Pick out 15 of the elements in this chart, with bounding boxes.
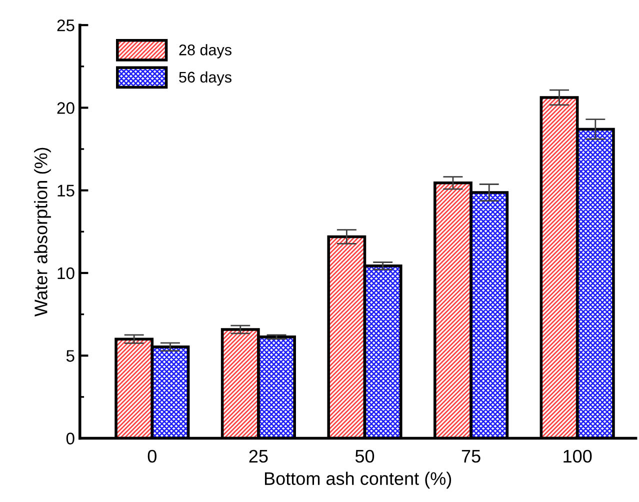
y-tick-label: 10 — [58, 267, 74, 280]
y-tick-label: 15 — [58, 184, 74, 197]
y-tick-label: 20 — [57, 102, 74, 114]
y-tick-label: 0 — [66, 432, 74, 444]
y-axis-title: Water absorption (%) — [34, 148, 51, 317]
x-tick-label: 50 — [355, 450, 374, 463]
x-tick-label: 75 — [462, 450, 480, 463]
x-tick-label: 100 — [564, 450, 592, 463]
y-tick-label: 25 — [57, 20, 74, 32]
legend-label: 28 days — [179, 44, 232, 58]
x-tick-label: 0 — [148, 450, 156, 463]
x-tick-label: 25 — [249, 450, 268, 463]
x-axis-title: Bottom ash content (%) — [264, 472, 452, 489]
legend-label: 56 days — [179, 71, 232, 86]
y-tick-label: 5 — [66, 350, 74, 362]
